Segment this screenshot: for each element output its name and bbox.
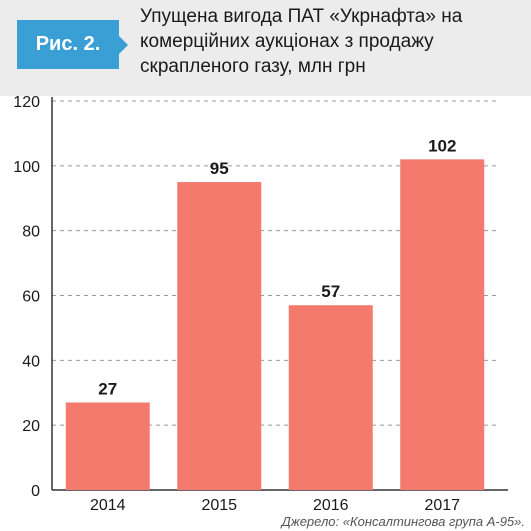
chart-title: Упущена вигода ПАТ «Укрнафта» на комерці… bbox=[140, 4, 525, 79]
chart-title-line: скрапленого газу, млн грн bbox=[140, 56, 366, 77]
source-note: Джерело: «Консалтингова група А-95». bbox=[281, 514, 525, 529]
bar bbox=[65, 402, 150, 490]
bar bbox=[177, 182, 262, 490]
figure-label-arrow-icon bbox=[119, 36, 128, 54]
bar bbox=[400, 159, 485, 490]
y-tick-label: 20 bbox=[22, 418, 40, 435]
y-tick-label: 60 bbox=[22, 289, 40, 306]
y-tick-label: 40 bbox=[22, 353, 40, 370]
y-tick-label: 100 bbox=[13, 159, 40, 176]
chart-header: Рис. 2. Упущена вигода ПАТ «Укрнафта» на… bbox=[0, 0, 531, 96]
data-label: 102 bbox=[428, 136, 456, 155]
data-label: 95 bbox=[210, 159, 229, 178]
bar-chart: 0 20 40 60 80 100 120 27 2014 95 2015 57 2016 102 2017 bbox=[13, 96, 508, 511]
x-tick-label: 2015 bbox=[201, 497, 237, 511]
data-label: 27 bbox=[98, 379, 117, 398]
x-tick-label: 2016 bbox=[313, 497, 349, 511]
figure-label: Рис. 2. bbox=[17, 20, 119, 69]
y-tick-label: 0 bbox=[31, 483, 40, 500]
x-tick-label: 2014 bbox=[90, 497, 126, 511]
chart-title-line: комерційних аукціонах з продажу bbox=[140, 31, 434, 52]
chart-title-line: Упущена вигода ПАТ «Укрнафта» на bbox=[140, 6, 463, 27]
x-tick-label: 2017 bbox=[424, 497, 460, 511]
bar bbox=[288, 305, 373, 490]
y-tick-label: 120 bbox=[13, 96, 40, 111]
data-label: 57 bbox=[321, 282, 340, 301]
y-tick-label: 80 bbox=[22, 224, 40, 241]
